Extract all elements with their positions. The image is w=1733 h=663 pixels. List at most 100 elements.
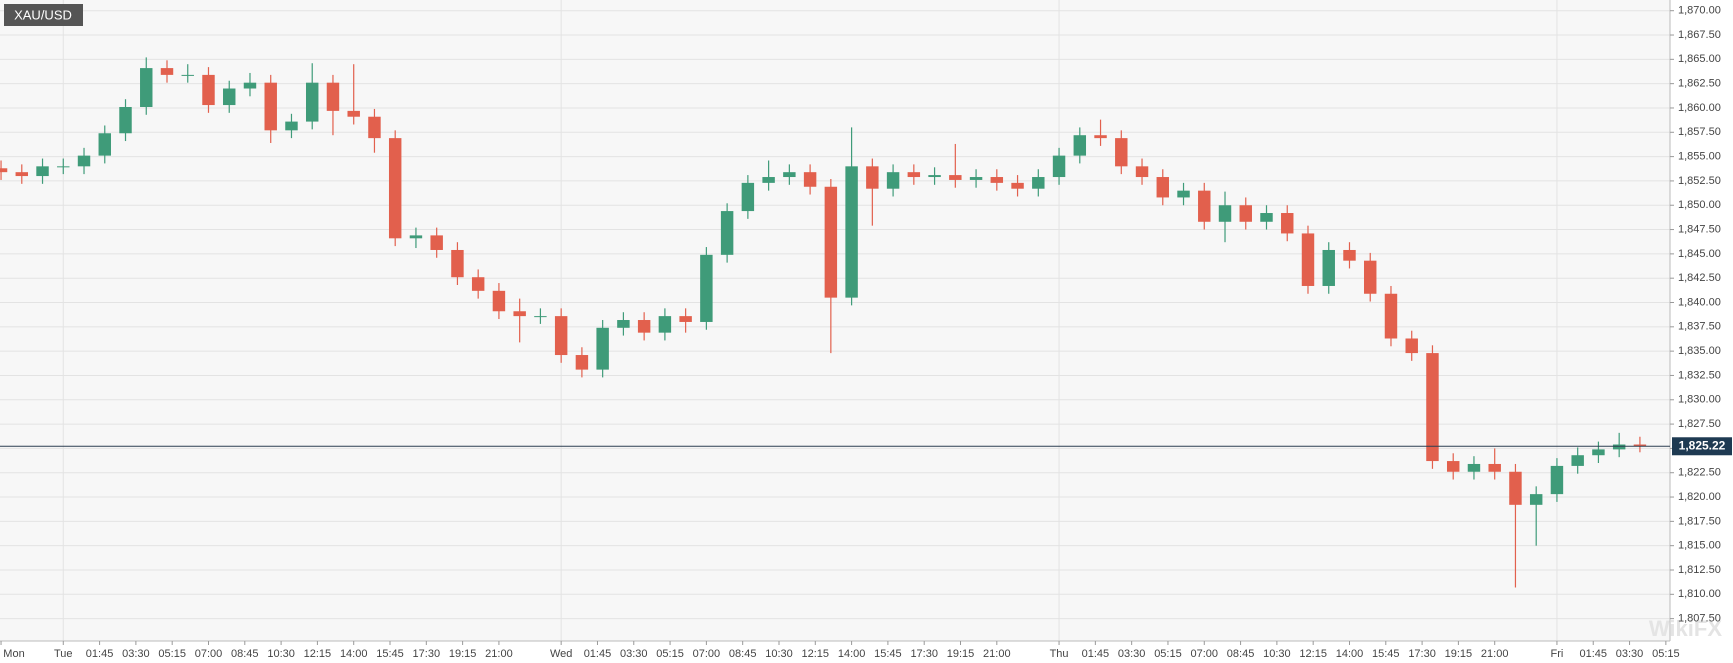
candle-body (409, 235, 423, 239)
candle-body (1115, 138, 1128, 167)
x-tick-label: 03:30 (1616, 648, 1644, 660)
last-price-badge (1672, 437, 1732, 456)
x-tick-label: 21:00 (983, 648, 1011, 660)
y-tick-label: 1,860.00 (1678, 102, 1721, 114)
x-tick-label: 12:15 (802, 648, 830, 660)
x-tick-label: 19:15 (449, 648, 477, 660)
y-tick-label: 1,840.00 (1678, 296, 1721, 308)
x-tick-label: 03:30 (122, 648, 150, 660)
x-tick-label: 05:15 (158, 648, 186, 660)
x-tick-label: 08:45 (729, 648, 757, 660)
x-tick-label: Fri (1551, 648, 1564, 660)
candle-body (1612, 444, 1626, 450)
y-tick-label: 1,847.50 (1678, 223, 1721, 235)
x-tick-label: 19:15 (1445, 648, 1473, 660)
candle-body (1446, 461, 1460, 472)
candle-body (305, 82, 319, 122)
last-price-label: 1,825.22 (1679, 438, 1726, 452)
y-tick-label: 1,812.50 (1678, 564, 1721, 576)
candle-body (347, 110, 360, 117)
candle-body (1177, 190, 1190, 198)
candle-body (430, 235, 443, 250)
candle-body (928, 175, 941, 178)
candle-body (907, 172, 921, 178)
candle-body (388, 138, 402, 239)
x-tick-label: 05:15 (1652, 648, 1680, 660)
x-tick-label: 03:30 (1118, 648, 1146, 660)
candle-body (202, 74, 215, 106)
x-tick-label: 10:30 (765, 648, 793, 660)
candle-body (1032, 177, 1045, 189)
candle-body (492, 290, 506, 312)
candle-body (575, 355, 589, 370)
y-tick-label: 1,807.50 (1678, 613, 1721, 625)
candle-body (326, 82, 340, 111)
x-tick-label: 03:30 (620, 648, 648, 660)
candle-body (1198, 190, 1211, 222)
x-tick-label: 01:45 (1082, 648, 1110, 660)
y-tick-label: 1,815.00 (1678, 540, 1721, 552)
x-tick-label: 17:30 (910, 648, 938, 660)
x-tick-label: 05:15 (1154, 648, 1182, 660)
candle-body (451, 249, 464, 278)
candle-body (637, 320, 651, 333)
x-tick-label: 14:00 (1336, 648, 1364, 660)
candle-body (1529, 494, 1543, 505)
candle-body (741, 182, 755, 212)
candle-body (1301, 233, 1315, 286)
x-tick-label: 15:45 (1372, 648, 1400, 660)
candle-body (1405, 338, 1418, 354)
x-tick-label: 01:45 (86, 648, 114, 660)
y-tick-label: 1,862.50 (1678, 78, 1721, 90)
candle-body (596, 327, 609, 370)
candle-body (1281, 213, 1294, 234)
x-tick-label: 21:00 (485, 648, 513, 660)
x-tick-label: 07:00 (1191, 648, 1219, 660)
candle-body (845, 166, 858, 298)
y-tick-label: 1,867.50 (1678, 29, 1721, 41)
candle-body (223, 88, 236, 106)
candle-body (783, 172, 796, 178)
x-tick-label: 01:45 (584, 648, 612, 660)
candle-body (679, 316, 692, 322)
y-tick-label: 1,835.00 (1678, 345, 1721, 357)
x-tick-label: 12:15 (304, 648, 332, 660)
candle-body (1343, 249, 1356, 261)
candle-body (243, 82, 257, 89)
y-tick-label: 1,830.00 (1678, 394, 1721, 406)
candle-body (1364, 260, 1377, 294)
x-tick-label: Thu (1050, 648, 1069, 660)
y-tick-label: 1,850.00 (1678, 199, 1721, 211)
y-tick-label: 1,817.50 (1678, 515, 1721, 527)
candle-body (1135, 166, 1149, 178)
x-tick-label: 08:45 (231, 648, 259, 660)
y-tick-label: 1,827.50 (1678, 418, 1721, 430)
candle-body (119, 106, 132, 134)
y-tick-label: 1,837.50 (1678, 321, 1721, 333)
y-tick-label: 1,845.00 (1678, 248, 1721, 260)
candle-body (554, 316, 568, 356)
x-tick-label: 21:00 (1481, 648, 1509, 660)
candle-body (36, 166, 49, 177)
x-tick-label: 15:45 (874, 648, 902, 660)
x-tick-label: 15:45 (376, 648, 404, 660)
x-tick-label: Tue (54, 648, 73, 660)
candle-body (264, 82, 277, 131)
candle-body (1218, 205, 1232, 222)
candle-body (368, 116, 381, 139)
x-tick-label: 05:15 (656, 648, 684, 660)
candle-body (866, 166, 879, 189)
x-tick-label: Mon (3, 648, 24, 660)
candle-body (471, 277, 485, 291)
candle-body (1384, 293, 1398, 339)
y-tick-label: 1,842.50 (1678, 272, 1721, 284)
y-tick-label: 1,855.00 (1678, 151, 1721, 163)
x-tick-label: 14:00 (340, 648, 368, 660)
candle-body (617, 320, 630, 328)
candle-body (1633, 444, 1647, 447)
x-tick-label: Wed (550, 648, 572, 660)
candle-body (720, 211, 734, 255)
candle-body (534, 316, 547, 318)
